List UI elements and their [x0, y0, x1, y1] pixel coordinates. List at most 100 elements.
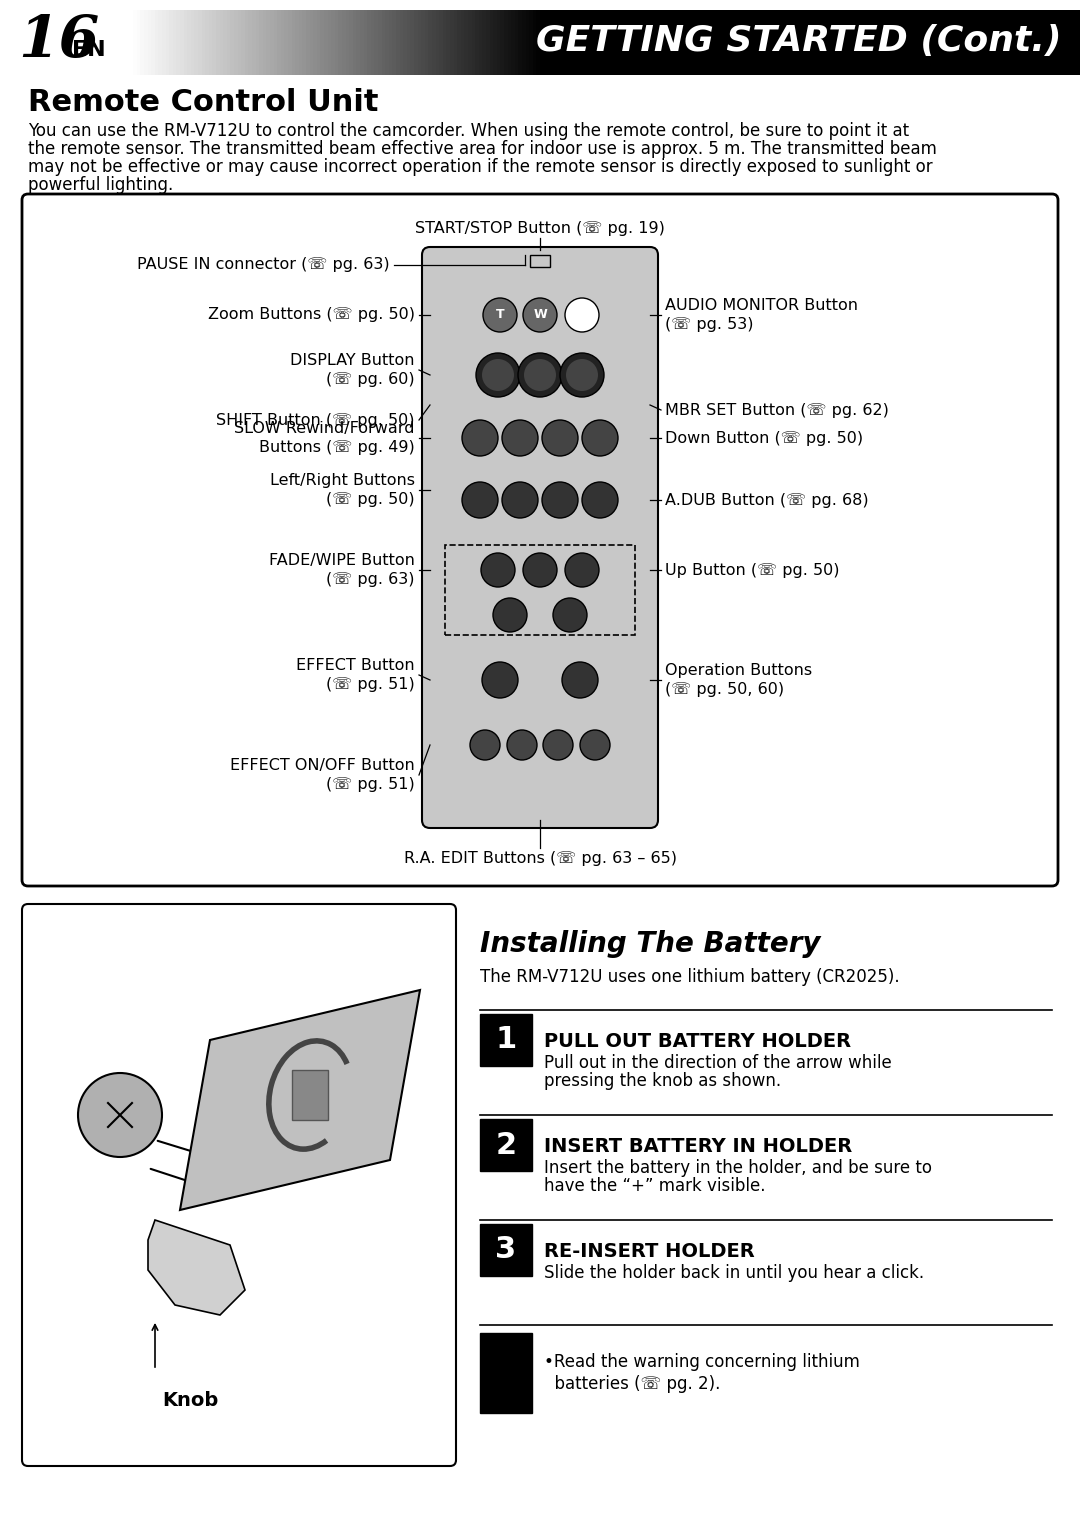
Bar — [666, 11, 670, 75]
Circle shape — [470, 730, 500, 760]
Bar — [1058, 11, 1062, 75]
Bar — [753, 11, 756, 75]
Text: Remote Control Unit: Remote Control Unit — [28, 87, 378, 117]
Bar — [864, 11, 867, 75]
Bar — [634, 11, 637, 75]
Bar — [867, 11, 872, 75]
Bar — [526, 11, 529, 75]
Bar — [926, 11, 929, 75]
Bar — [154, 11, 159, 75]
Bar — [548, 11, 551, 75]
Text: may not be effective or may cause incorrect operation if the remote sensor is di: may not be effective or may cause incorr… — [28, 158, 933, 176]
Bar — [472, 11, 475, 75]
Bar — [724, 11, 727, 75]
Bar — [108, 11, 111, 75]
Bar — [295, 11, 299, 75]
Bar — [532, 11, 537, 75]
Bar — [18, 11, 22, 75]
Bar — [623, 11, 626, 75]
Bar — [79, 11, 83, 75]
Bar — [259, 11, 262, 75]
Bar — [332, 11, 335, 75]
Bar — [480, 1223, 532, 1275]
Bar — [565, 11, 569, 75]
Bar — [947, 11, 950, 75]
Bar — [1004, 11, 1008, 75]
Bar — [778, 11, 781, 75]
Bar — [267, 11, 270, 75]
Text: powerful lighting.: powerful lighting. — [28, 176, 173, 195]
Bar — [116, 11, 119, 75]
Bar — [569, 11, 572, 75]
Bar — [900, 11, 904, 75]
Bar — [770, 11, 774, 75]
Bar — [788, 11, 792, 75]
Bar — [1051, 11, 1055, 75]
Bar — [716, 11, 720, 75]
Bar — [530, 254, 550, 267]
Bar — [252, 11, 256, 75]
Bar — [608, 11, 612, 75]
Bar — [68, 11, 72, 75]
Bar — [227, 11, 230, 75]
Bar — [360, 11, 364, 75]
Circle shape — [502, 420, 538, 455]
Bar — [785, 11, 788, 75]
Bar — [1062, 11, 1066, 75]
Bar — [281, 11, 284, 75]
Bar — [645, 11, 648, 75]
Bar — [818, 11, 821, 75]
Bar — [705, 11, 710, 75]
Text: DISPLAY Button
(☏ pg. 60): DISPLAY Button (☏ pg. 60) — [291, 353, 415, 386]
Bar — [392, 11, 396, 75]
Text: A.DUB Button (☏ pg. 68): A.DUB Button (☏ pg. 68) — [665, 492, 868, 507]
Bar — [443, 11, 446, 75]
Bar — [256, 11, 259, 75]
Bar — [591, 11, 594, 75]
Bar — [691, 11, 694, 75]
Bar — [597, 11, 602, 75]
Bar — [875, 11, 878, 75]
Bar — [677, 11, 680, 75]
Bar — [529, 11, 532, 75]
Bar — [356, 11, 360, 75]
Bar — [483, 11, 486, 75]
Circle shape — [523, 297, 557, 333]
Bar — [964, 11, 969, 75]
Bar — [184, 11, 187, 75]
Bar — [605, 11, 608, 75]
Bar — [558, 11, 562, 75]
Bar — [86, 11, 90, 75]
Bar — [813, 11, 818, 75]
Bar — [720, 11, 724, 75]
Circle shape — [476, 353, 519, 397]
Bar — [202, 11, 205, 75]
Bar — [230, 11, 234, 75]
Bar — [342, 11, 346, 75]
Circle shape — [462, 420, 498, 455]
Bar — [324, 11, 327, 75]
Bar — [151, 11, 154, 75]
Bar — [651, 11, 656, 75]
Bar — [594, 11, 597, 75]
Bar — [302, 11, 306, 75]
Bar — [1055, 11, 1058, 75]
Bar — [1072, 11, 1077, 75]
Bar — [648, 11, 651, 75]
Bar — [468, 11, 472, 75]
Bar — [140, 11, 144, 75]
FancyBboxPatch shape — [22, 195, 1058, 886]
Bar — [176, 11, 180, 75]
Text: 3: 3 — [496, 1236, 516, 1265]
Bar — [853, 11, 856, 75]
Bar — [435, 11, 440, 75]
Bar — [475, 11, 478, 75]
Bar — [586, 11, 591, 75]
Bar — [856, 11, 861, 75]
Bar — [313, 11, 316, 75]
Bar — [133, 11, 137, 75]
Bar — [494, 11, 497, 75]
Bar — [990, 11, 994, 75]
Bar — [759, 11, 764, 75]
Bar — [975, 11, 980, 75]
